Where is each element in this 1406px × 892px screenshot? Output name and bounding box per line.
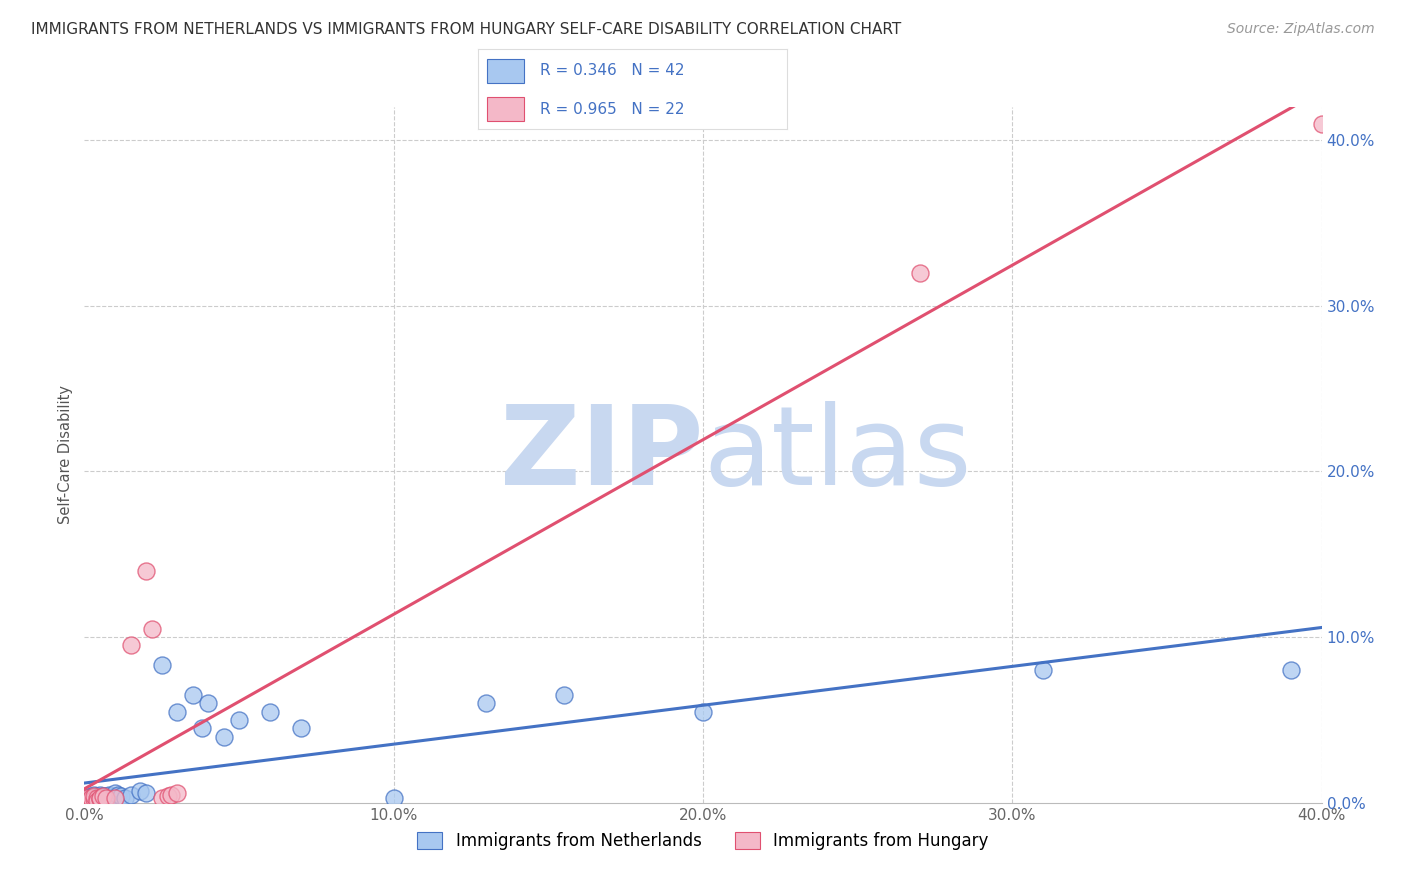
Point <box>259 705 281 719</box>
Point <box>181 688 204 702</box>
Point <box>166 705 188 719</box>
Point <box>120 788 142 802</box>
Point <box>114 790 136 805</box>
Text: IMMIGRANTS FROM NETHERLANDS VS IMMIGRANTS FROM HUNGARY SELF-CARE DISABILITY CORR: IMMIGRANTS FROM NETHERLANDS VS IMMIGRANT… <box>31 22 901 37</box>
Point <box>94 790 117 805</box>
Point <box>91 789 114 804</box>
Point <box>83 789 105 804</box>
Point <box>104 786 127 800</box>
Point <box>94 789 117 804</box>
Point <box>475 697 498 711</box>
Point <box>104 789 127 804</box>
Point <box>141 622 163 636</box>
Legend: Immigrants from Netherlands, Immigrants from Hungary: Immigrants from Netherlands, Immigrants … <box>411 826 995 857</box>
Point <box>76 792 98 806</box>
Point <box>110 789 132 804</box>
Point <box>150 790 173 805</box>
Point <box>156 789 179 804</box>
Point <box>908 266 931 280</box>
Point <box>76 790 98 805</box>
Point <box>79 790 101 805</box>
Point <box>89 792 111 806</box>
Text: Source: ZipAtlas.com: Source: ZipAtlas.com <box>1227 22 1375 37</box>
Bar <box>488 97 524 121</box>
Point <box>191 721 214 735</box>
Text: R = 0.965   N = 22: R = 0.965 N = 22 <box>540 102 685 117</box>
Point <box>86 794 108 808</box>
Point <box>129 784 152 798</box>
Point <box>89 792 111 806</box>
Point <box>83 794 105 808</box>
Text: atlas: atlas <box>703 401 972 508</box>
Point <box>91 790 114 805</box>
Point <box>89 790 111 805</box>
Point <box>228 713 250 727</box>
Point <box>86 792 108 806</box>
Point <box>553 688 575 702</box>
Point <box>107 788 129 802</box>
Point <box>79 792 101 806</box>
Point <box>150 658 173 673</box>
Point <box>91 789 114 804</box>
Point <box>98 788 121 802</box>
Point <box>135 786 157 800</box>
Point <box>76 790 98 805</box>
Point <box>83 788 105 802</box>
Point <box>76 792 98 806</box>
Point <box>1032 663 1054 677</box>
Point <box>89 788 111 802</box>
Point <box>382 790 405 805</box>
Point <box>104 790 127 805</box>
Point <box>94 792 117 806</box>
Point <box>98 790 121 805</box>
Point <box>83 792 105 806</box>
Point <box>212 730 235 744</box>
Point <box>692 705 714 719</box>
Point <box>86 789 108 804</box>
Point <box>160 788 183 802</box>
Point <box>197 697 219 711</box>
Point <box>135 564 157 578</box>
Point <box>120 639 142 653</box>
Point <box>89 790 111 805</box>
Point <box>166 786 188 800</box>
Text: ZIP: ZIP <box>499 401 703 508</box>
Point <box>1310 117 1333 131</box>
Point <box>79 789 101 804</box>
Point <box>101 790 124 805</box>
Point <box>79 792 101 806</box>
Point <box>290 721 312 735</box>
Point <box>1279 663 1302 677</box>
Y-axis label: Self-Care Disability: Self-Care Disability <box>58 385 73 524</box>
Bar <box>488 59 524 83</box>
Text: R = 0.346   N = 42: R = 0.346 N = 42 <box>540 63 685 78</box>
Point <box>86 790 108 805</box>
Point <box>83 790 105 805</box>
